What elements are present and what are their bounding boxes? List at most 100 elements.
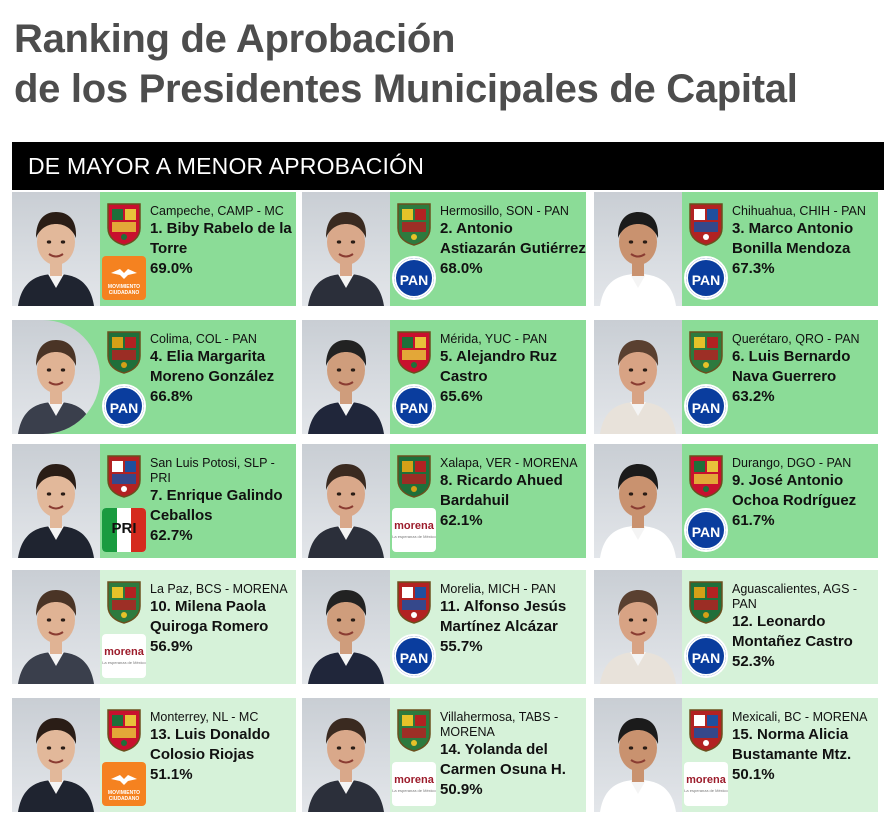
- pri-logo-icon: PRI: [102, 508, 146, 552]
- party-label: morena: [686, 774, 726, 786]
- mayor-location: Mérida, YUC - PAN: [440, 332, 548, 346]
- municipal-seal: [104, 578, 144, 624]
- mayor-name: 10. Milena Paola Quiroga Romero: [150, 598, 269, 635]
- mayor-location: Chihuahua, CHIH - PAN: [732, 204, 866, 218]
- mayor-info: Aguascalientes, AGS - PAN 12. Leonardo M…: [732, 582, 878, 672]
- mayor-name: 9. José Antonio Ochoa Rodríguez: [732, 472, 857, 509]
- mayor-photo: [302, 320, 390, 434]
- movimiento-ciudadano-logo-icon: MOVIMIENTO CIUDADANO: [102, 256, 146, 300]
- mayor-photo: [594, 698, 682, 812]
- mayor-card: PRI San Luis Potosi, SLP - PRI 7. Enriqu…: [12, 444, 296, 558]
- municipal-seal: [394, 578, 434, 624]
- pan-logo-icon: PAN: [102, 384, 146, 428]
- party-label: PAN: [394, 386, 434, 426]
- municipal-seal-icon: [107, 455, 141, 498]
- mayor-card: morena La esperanza de México Xalapa, VE…: [302, 444, 586, 558]
- mayor-name: 6. Luis Bernardo Nava Guerrero: [732, 348, 851, 385]
- mayor-card: PAN Mérida, YUC - PAN 5. Alejandro Ruz C…: [302, 320, 586, 434]
- mayor-location: Aguascalientes, AGS - PAN: [732, 582, 858, 611]
- mayor-location: San Luis Potosi, SLP - PRI: [150, 456, 275, 485]
- eagle-icon: [111, 269, 137, 279]
- morena-logo-icon: morena La esperanza de México: [102, 634, 146, 678]
- party-label: PAN: [394, 636, 434, 676]
- municipal-seal: [686, 452, 726, 498]
- mayor-location: Colima, COL - PAN: [150, 332, 257, 346]
- municipal-seal: [104, 328, 144, 374]
- municipal-seal-icon: [107, 581, 141, 624]
- mayor-info: Villahermosa, TABS - MORENA 14. Yolanda …: [440, 710, 586, 800]
- mayor-info: Mexicali, BC - MORENA 15. Norma Alicia B…: [732, 710, 878, 785]
- pan-logo-icon: PAN: [392, 384, 436, 428]
- mayor-info: Morelia, MICH - PAN 11. Alfonso Jesús Ma…: [440, 582, 586, 657]
- mayor-location: Monterrey, NL - MC: [150, 710, 259, 724]
- mayor-location: Morelia, MICH - PAN: [440, 582, 556, 596]
- portrait-figure: [308, 212, 384, 306]
- mayor-info: La Paz, BCS - MORENA 10. Milena Paola Qu…: [150, 582, 296, 657]
- municipal-seal: [686, 706, 726, 752]
- approval-percentage: 66.8%: [150, 388, 193, 405]
- mayor-card: morena La esperanza de México La Paz, BC…: [12, 570, 296, 684]
- portrait-figure: [600, 340, 676, 434]
- party-slogan: La esperanza de México: [684, 788, 728, 793]
- municipal-seal: [104, 200, 144, 246]
- approval-percentage: 56.9%: [150, 638, 193, 655]
- movimiento-ciudadano-logo-icon: MOVIMIENTO CIUDADANO: [102, 762, 146, 806]
- pan-logo-icon: PAN: [684, 508, 728, 552]
- portrait-figure: [18, 590, 94, 684]
- title-line-2: de los Presidentes Municipales de Capita…: [14, 67, 798, 111]
- mayor-photo: [302, 570, 390, 684]
- municipal-seal: [686, 200, 726, 246]
- morena-logo-icon: morena La esperanza de México: [392, 508, 436, 552]
- pan-logo-icon: PAN: [392, 634, 436, 678]
- mayor-name: 1. Biby Rabelo de la Torre: [150, 220, 292, 257]
- mayor-photo: [12, 320, 100, 434]
- municipal-seal-icon: [107, 203, 141, 246]
- approval-percentage: 61.7%: [732, 512, 775, 529]
- municipal-seal: [394, 706, 434, 752]
- section-banner: DE MAYOR A MENOR APROBACIÓN: [12, 142, 884, 190]
- mayor-info: Durango, DGO - PAN 9. José Antonio Ochoa…: [732, 456, 878, 531]
- mayor-name: 14. Yolanda del Carmen Osuna H.: [440, 741, 566, 778]
- party-label: MOVIMIENTO CIUDADANO: [107, 790, 141, 802]
- mayor-location: Querétaro, QRO - PAN: [732, 332, 860, 346]
- portrait-figure: [600, 718, 676, 812]
- portrait-figure: [600, 212, 676, 306]
- party-label: PAN: [686, 258, 726, 298]
- approval-percentage: 63.2%: [732, 388, 775, 405]
- municipal-seal: [394, 200, 434, 246]
- mayor-info: Hermosillo, SON - PAN 2. Antonio Astiaza…: [440, 204, 586, 279]
- portrait-figure: [308, 340, 384, 434]
- party-label: PRI: [111, 520, 137, 537]
- mayor-name: 7. Enrique Galindo Ceballos: [150, 487, 283, 524]
- pan-logo-icon: PAN: [684, 634, 728, 678]
- portrait-figure: [18, 718, 94, 812]
- mayor-card: PAN Chihuahua, CHIH - PAN 3. Marco Anton…: [594, 192, 878, 306]
- mayor-photo: [302, 698, 390, 812]
- mayor-card: morena La esperanza de México Mexicali, …: [594, 698, 878, 812]
- mayor-card: morena La esperanza de México Villahermo…: [302, 698, 586, 812]
- mayor-location: Durango, DGO - PAN: [732, 456, 852, 470]
- mayor-name: 13. Luis Donaldo Colosio Riojas: [150, 726, 271, 763]
- portrait-figure: [18, 340, 94, 434]
- municipal-seal-icon: [689, 709, 723, 752]
- pan-logo-icon: PAN: [684, 384, 728, 428]
- mayor-location: Xalapa, VER - MORENA: [440, 456, 578, 470]
- mayor-card: MOVIMIENTO CIUDADANO Monterrey, NL - MC …: [12, 698, 296, 812]
- party-label: MOVIMIENTO CIUDADANO: [107, 284, 141, 296]
- portrait-figure: [308, 590, 384, 684]
- pan-logo-icon: PAN: [684, 256, 728, 300]
- mayor-location: Villahermosa, TABS - MORENA: [440, 710, 559, 739]
- mayor-photo: [594, 320, 682, 434]
- mayor-photo: [12, 192, 100, 306]
- mayor-info: Mérida, YUC - PAN 5. Alejandro Ruz Castr…: [440, 332, 586, 407]
- mayor-info: Campeche, CAMP - MC 1. Biby Rabelo de la…: [150, 204, 296, 279]
- party-label: PAN: [686, 636, 726, 676]
- municipal-seal: [394, 452, 434, 498]
- municipal-seal-icon: [689, 203, 723, 246]
- mayor-card: PAN Aguascalientes, AGS - PAN 12. Leonar…: [594, 570, 878, 684]
- approval-percentage: 62.1%: [440, 512, 483, 529]
- portrait-figure: [18, 212, 94, 306]
- mayor-info: Chihuahua, CHIH - PAN 3. Marco Antonio B…: [732, 204, 878, 279]
- municipal-seal-icon: [397, 581, 431, 624]
- municipal-seal-icon: [397, 709, 431, 752]
